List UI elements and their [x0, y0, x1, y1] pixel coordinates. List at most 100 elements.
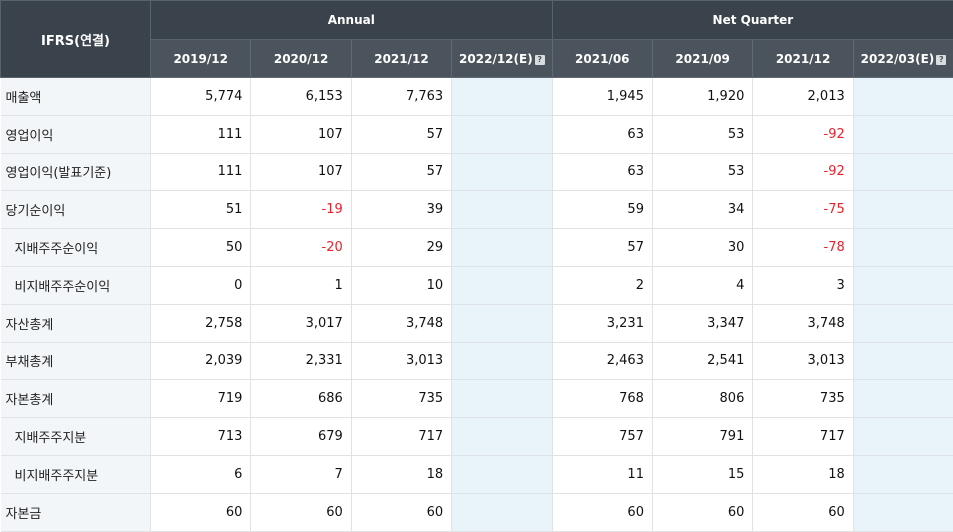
value-cell: 768	[552, 380, 652, 418]
value-cell: 679	[251, 418, 351, 456]
value-cell: 3,231	[552, 304, 652, 342]
value-cell: 2,331	[251, 342, 351, 380]
annual-header: Annual	[151, 1, 553, 40]
value-cell	[452, 380, 552, 418]
value-cell: 0	[151, 266, 251, 304]
value-cell	[853, 493, 953, 531]
help-icon[interactable]: ?	[535, 55, 545, 65]
value-cell	[452, 191, 552, 229]
value-cell: 2,541	[652, 342, 752, 380]
value-cell: -78	[753, 229, 853, 267]
value-cell: 57	[351, 115, 451, 153]
value-cell: 60	[251, 493, 351, 531]
value-cell	[853, 229, 953, 267]
value-cell: 15	[652, 455, 752, 493]
value-cell: 717	[753, 418, 853, 456]
value-cell: 2,463	[552, 342, 652, 380]
value-cell: 757	[552, 418, 652, 456]
row-label: 자본금	[1, 493, 151, 531]
value-cell: 18	[753, 455, 853, 493]
value-cell	[452, 304, 552, 342]
row-label: 매출액	[1, 78, 151, 116]
period-header: 2021/09	[652, 40, 752, 78]
value-cell: 60	[753, 493, 853, 531]
value-cell: 717	[351, 418, 451, 456]
value-cell: 1,920	[652, 78, 752, 116]
value-cell	[853, 455, 953, 493]
period-header: 2021/06	[552, 40, 652, 78]
value-cell: 63	[552, 115, 652, 153]
value-cell: 60	[652, 493, 752, 531]
value-cell: 2,758	[151, 304, 251, 342]
row-label: 자산총계	[1, 304, 151, 342]
period-label: 2021/06	[575, 52, 629, 66]
value-cell: 3,347	[652, 304, 752, 342]
row-label: 자본총계	[1, 380, 151, 418]
value-cell: 4	[652, 266, 752, 304]
period-label: 2021/09	[675, 52, 729, 66]
period-header: 2019/12	[151, 40, 251, 78]
value-cell: 791	[652, 418, 752, 456]
value-cell: 111	[151, 153, 251, 191]
value-cell: 1	[251, 266, 351, 304]
value-cell: -92	[753, 115, 853, 153]
value-cell: 51	[151, 191, 251, 229]
period-header: 2021/12	[351, 40, 451, 78]
value-cell: 2,013	[753, 78, 853, 116]
value-cell: 6	[151, 455, 251, 493]
value-cell	[452, 493, 552, 531]
help-icon[interactable]: ?	[936, 55, 946, 65]
value-cell	[452, 342, 552, 380]
value-cell: 2,039	[151, 342, 251, 380]
value-cell: 10	[351, 266, 451, 304]
row-label: 부채총계	[1, 342, 151, 380]
value-cell: -19	[251, 191, 351, 229]
value-cell: 3	[753, 266, 853, 304]
period-label: 2021/12	[776, 52, 830, 66]
period-label: 2022/03(E)	[861, 52, 935, 66]
value-cell	[853, 380, 953, 418]
value-cell	[853, 78, 953, 116]
value-cell: 686	[251, 380, 351, 418]
period-header: 2022/12(E)?	[452, 40, 552, 78]
value-cell	[853, 418, 953, 456]
value-cell: 806	[652, 380, 752, 418]
value-cell: -20	[251, 229, 351, 267]
value-cell	[853, 115, 953, 153]
period-label: 2021/12	[374, 52, 428, 66]
value-cell: 107	[251, 153, 351, 191]
value-cell	[853, 153, 953, 191]
value-cell: 18	[351, 455, 451, 493]
period-label: 2022/12(E)	[459, 52, 533, 66]
net-quarter-header: Net Quarter	[552, 1, 953, 40]
value-cell: 719	[151, 380, 251, 418]
value-cell: 59	[552, 191, 652, 229]
value-cell: -75	[753, 191, 853, 229]
value-cell: 1,945	[552, 78, 652, 116]
value-cell: 6,153	[251, 78, 351, 116]
value-cell	[452, 455, 552, 493]
value-cell: 3,013	[351, 342, 451, 380]
value-cell: 60	[351, 493, 451, 531]
value-cell: 57	[552, 229, 652, 267]
row-label: 지배주주지분	[1, 418, 151, 456]
value-cell: 11	[552, 455, 652, 493]
value-cell: 60	[552, 493, 652, 531]
value-cell: 735	[753, 380, 853, 418]
value-cell: 39	[351, 191, 451, 229]
value-cell: 7,763	[351, 78, 451, 116]
period-label: 2020/12	[274, 52, 328, 66]
value-cell	[452, 229, 552, 267]
value-cell: 50	[151, 229, 251, 267]
